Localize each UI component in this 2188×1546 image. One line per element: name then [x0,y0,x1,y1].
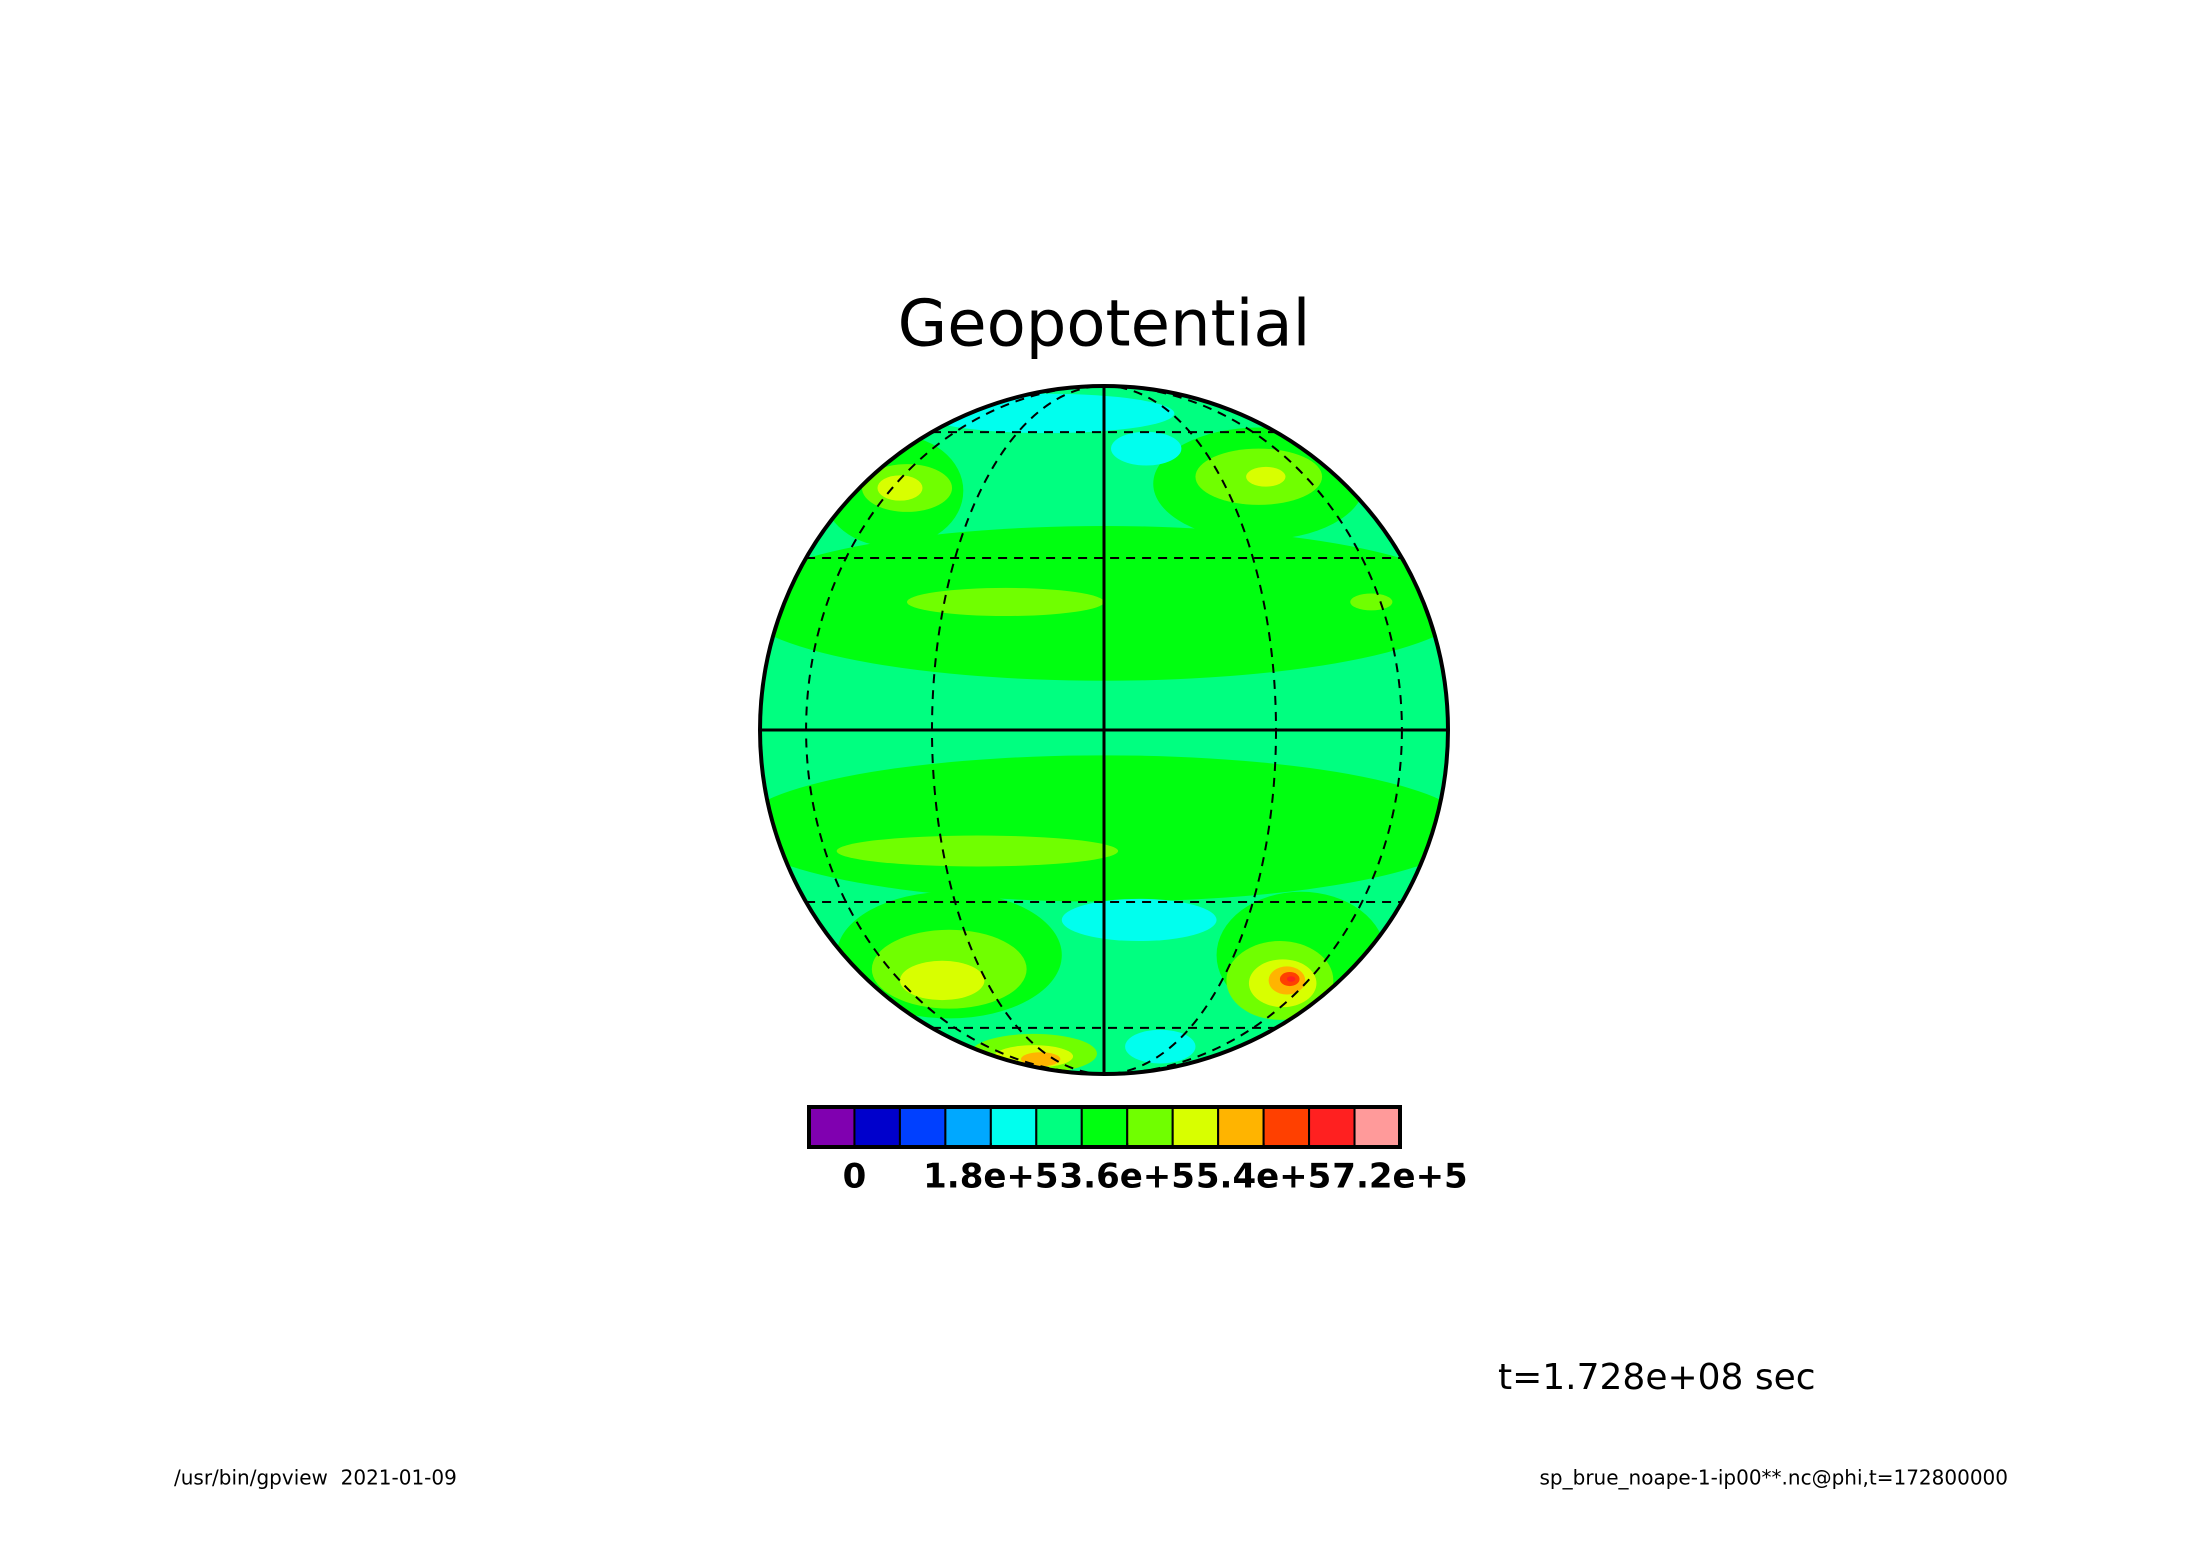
contour-patch [877,475,923,501]
contour-patch [1350,593,1393,611]
colorbar-box [1171,1106,1220,1148]
colorbar-box [1353,1106,1401,1148]
graticule [758,384,1450,1076]
colorbar-tick-label: 3.6e+5 [1060,1157,1195,1197]
colorbar-tick-label: 5.4e+5 [1196,1157,1331,1197]
colorbar-tick-label: 7.2e+5 [1332,1157,1467,1197]
colorbar-box [808,1106,856,1148]
contour-patch [907,587,1104,617]
contour-patch [836,835,1119,867]
contour-patch [899,960,985,1001]
contour-patch [1286,976,1296,982]
contour-patch [1061,898,1217,942]
colorbar-box [1262,1106,1311,1148]
colorbar-tick-label: 0 [843,1157,867,1197]
colorbar-tick-label: 1.8e+5 [923,1157,1058,1197]
chart-title: Geopotential [898,288,1311,362]
contour-patch [1246,466,1286,487]
colorbar-box [1308,1106,1356,1148]
contour-patch [1125,1029,1196,1064]
time-label: t=1.728e+08 sec [1498,1357,1816,1398]
contour-patch [1111,431,1182,466]
colorbar: 0 1.8e+5 3.6e+5 5.4e+5 7.2e+5 [807,1105,1468,1197]
footer-left: /usr/bin/gpview 2021-01-09 [174,1466,457,1490]
colorbar-box [1217,1106,1265,1148]
colorbar-box [989,1106,1038,1148]
colorbar-box [1126,1106,1174,1148]
colorbar-box [853,1106,901,1148]
colorbar-box [898,1106,947,1148]
colorbar-frame [807,1105,1402,1149]
footer-right: sp_brue_noape-1-ip00**.nc@phi,t=17280000… [1540,1466,2008,1490]
colorbar-box [944,1106,992,1148]
globe-outline [758,384,1450,1076]
colorbar-box [1080,1106,1129,1148]
colorbar-box [1035,1106,1083,1148]
